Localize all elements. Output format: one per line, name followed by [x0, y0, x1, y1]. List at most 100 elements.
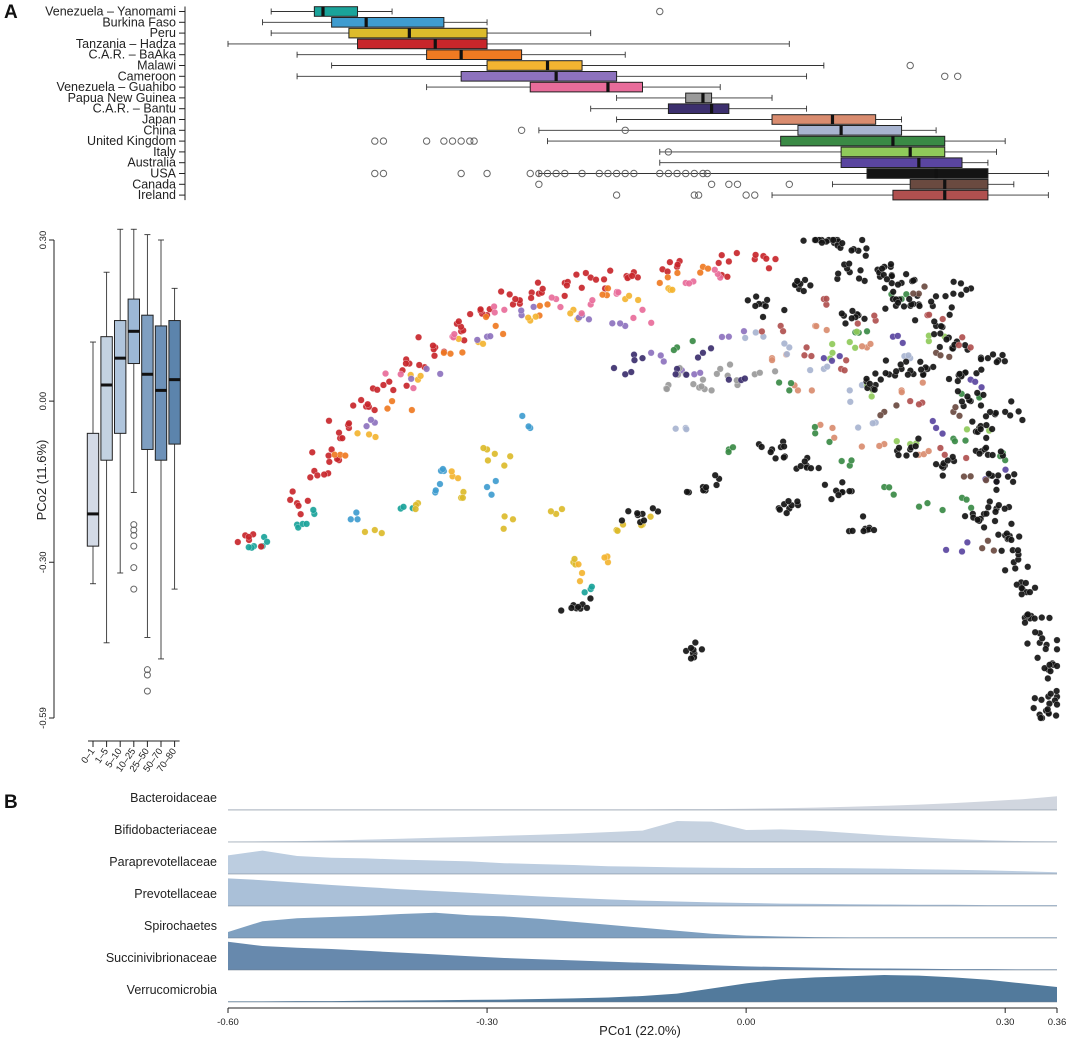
scatter-point-c-a-r-bantu — [682, 371, 690, 379]
scatter-point-tanzania-hadza — [527, 294, 535, 302]
scatter-point-usa — [995, 501, 1003, 509]
scatter-point-usa — [1046, 614, 1053, 622]
scatter-point-tanzania-hadza — [415, 333, 423, 341]
age-outlier-25-50 — [143, 687, 151, 695]
scatter-point-tanzania-hadza — [306, 473, 314, 481]
scatter-point-usa — [982, 412, 990, 420]
scatter-point-c-a-r-baaka — [341, 452, 349, 460]
scatter-point-tanzania-hadza — [733, 249, 741, 257]
scatter-point-usa — [929, 363, 937, 371]
scatter-point-canada — [984, 537, 992, 545]
profile-label-bifidobacteriaceae: Bifidobacteriaceae — [114, 823, 217, 837]
scatter-point-usa — [1042, 645, 1050, 653]
scatter-point-usa — [881, 284, 889, 292]
profile-area-paraprevotellaceae — [228, 850, 1057, 874]
scatter-point-venezuela-yanomami — [294, 524, 302, 531]
scatter-point-australia — [836, 352, 844, 360]
scatter-point-japan — [920, 450, 928, 458]
scatter-point-malawi — [448, 467, 456, 475]
age-outlier-10-25 — [130, 542, 138, 550]
scatter-point-usa — [711, 471, 719, 479]
scatter-point-canada — [945, 353, 953, 361]
scatter-point-united-kingdom — [785, 386, 793, 394]
scatter-point-usa — [977, 425, 985, 433]
scatter-point-c-a-r-bantu — [610, 364, 618, 372]
scatter-point-usa — [758, 443, 766, 451]
scatter-point-c-a-r-baaka — [458, 349, 466, 356]
scatter-point-venezuela-guahibo — [500, 306, 508, 314]
box-venezuela-guahibo — [529, 81, 643, 93]
outlier-usa — [526, 169, 534, 178]
panel-letter-b: B — [4, 792, 18, 813]
scatter-point-c-a-r-baaka — [599, 291, 606, 299]
scatter-point-c-a-r-baaka — [408, 406, 416, 414]
scatter-point-united-kingdom — [962, 437, 969, 445]
scatter-point-c-a-r-bantu — [707, 344, 715, 352]
scatter-point-usa — [1007, 397, 1015, 405]
scatter-point-canada — [990, 547, 998, 555]
scatter-point-usa — [829, 236, 837, 244]
scatter-point-usa — [763, 296, 771, 304]
scatter-point-usa — [930, 318, 938, 325]
scatter-point-usa — [989, 451, 997, 459]
scatter-point-tanzania-hadza — [718, 251, 726, 259]
scatter-point-united-kingdom — [967, 504, 975, 512]
scatter-point-papua-new-guinea — [726, 361, 734, 369]
scatter-point-japan — [768, 356, 776, 364]
outlier-usa — [664, 169, 673, 178]
scatter-point-usa — [932, 292, 940, 300]
scatter-point-ireland — [842, 356, 850, 364]
scatter-point-tanzania-hadza — [666, 258, 674, 266]
scatter-point-malawi — [354, 429, 361, 437]
scatter-point-tanzania-hadza — [539, 285, 547, 293]
scatter-point-australia — [828, 357, 836, 365]
scatter-point-tanzania-hadza — [762, 255, 770, 263]
scatter-point-usa — [900, 302, 908, 310]
scatter-point-c-a-r-baaka — [440, 349, 448, 357]
scatter-point-peru — [459, 488, 467, 496]
country-label-ireland: Ireland — [138, 188, 176, 202]
scatter-point-usa — [811, 236, 819, 244]
scatter-point-united-kingdom — [670, 346, 678, 354]
scatter-point-japan — [867, 340, 874, 348]
scatter-point-cameroon — [660, 358, 668, 365]
scatter-point-canada — [921, 283, 928, 291]
box-ireland — [892, 189, 989, 201]
age-outlier-10-25 — [130, 564, 138, 572]
profile-area-bacteroidaceae — [228, 796, 1057, 810]
scatter-point-usa — [968, 418, 976, 426]
scatter-point-australia — [932, 424, 940, 432]
scatter-point-united-kingdom — [725, 448, 733, 456]
scatter-point-united-kingdom — [951, 437, 959, 445]
scatter-point-usa — [963, 393, 971, 400]
scatter-point-usa — [1018, 584, 1026, 592]
scatter-point-usa — [776, 506, 784, 514]
scatter-point-usa — [863, 375, 871, 383]
scatter-point-burkina-faso — [354, 515, 361, 523]
scatter-point-usa — [698, 645, 706, 653]
scatter-point-usa — [894, 281, 902, 289]
box-china — [797, 125, 903, 136]
scatter-point-tanzania-hadza — [389, 386, 397, 394]
outlier-usa — [552, 169, 560, 178]
scatter-point-usa — [892, 367, 900, 375]
scatter-point-china — [780, 340, 788, 348]
scatter-point-peru — [500, 525, 508, 533]
scatter-point-usa — [914, 435, 922, 443]
scatter-point-papua-new-guinea — [716, 365, 724, 373]
age-box-5-10 — [114, 320, 127, 434]
scatter-point-usa — [1006, 411, 1014, 419]
scatter-point-tanzania-hadza — [379, 381, 387, 389]
scatter-point-usa — [895, 444, 903, 452]
scatter-point-peru — [378, 529, 386, 537]
scatter-point-usa — [912, 442, 920, 450]
scatter-point-ireland — [779, 327, 787, 335]
scatter-point-usa — [882, 357, 890, 364]
scatter-point-usa — [838, 310, 846, 318]
scatter-point-usa — [988, 425, 996, 433]
scatter-point-cameroon — [696, 369, 704, 377]
profile-label-paraprevotellaceae: Paraprevotellaceae — [109, 855, 217, 869]
scatter-point-china — [904, 352, 912, 359]
scatter-point-usa — [962, 286, 970, 294]
profile-label-spirochaetes: Spirochaetes — [144, 919, 217, 933]
